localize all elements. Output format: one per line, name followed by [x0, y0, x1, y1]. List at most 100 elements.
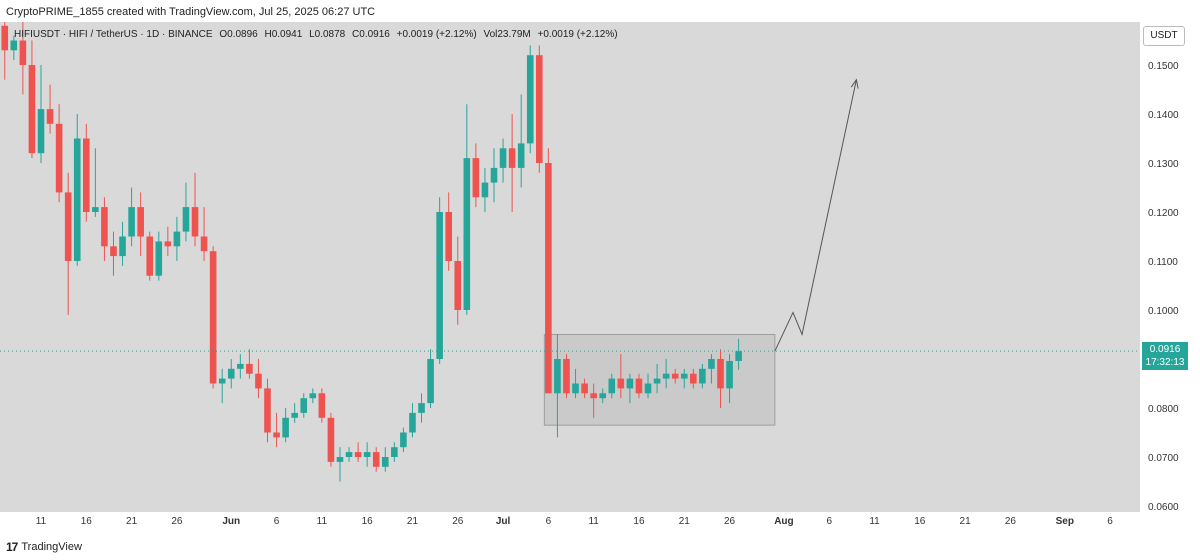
low-value: L0.0878: [309, 29, 346, 40]
candle-body: [218, 378, 226, 384]
candle-body: [463, 158, 471, 310]
symbol-label[interactable]: HIFIUSDT · HIFI / TetherUS · 1D · BINANC…: [14, 29, 213, 40]
candle-body: [536, 55, 543, 164]
candle-body: [554, 359, 561, 394]
candle-body: [191, 207, 199, 237]
candles-group: [1, 22, 859, 482]
candle-body: [227, 368, 235, 379]
candle-body: [200, 236, 208, 252]
candle-body: [617, 378, 625, 389]
candle-body: [436, 212, 443, 359]
x-tick-label: Jun: [222, 516, 240, 527]
chart-credit: CryptoPRIME_1855 created with TradingVie…: [6, 6, 376, 18]
candle-body: [28, 65, 36, 154]
candle-body: [309, 393, 317, 399]
candle-body: [10, 40, 18, 51]
last-price-tag: 0.0916 17:32:13: [1142, 342, 1188, 370]
candle-body: [599, 393, 607, 399]
candle-body: [572, 383, 579, 394]
x-tick-label: 16: [362, 516, 374, 527]
y-tick-label: 0.0800: [1148, 404, 1179, 415]
candle-body: [653, 378, 661, 384]
candle-body: [73, 138, 81, 261]
candle-body: [481, 182, 489, 198]
candle-body: [300, 398, 308, 413]
y-tick-label: 0.1500: [1148, 61, 1179, 72]
candle-body: [19, 40, 27, 65]
candle-body: [46, 109, 54, 124]
candle-body: [409, 412, 416, 433]
x-tick-label: 6: [826, 516, 832, 527]
x-tick-label: 6: [274, 516, 280, 527]
candle-body: [110, 246, 117, 257]
candle-body: [644, 383, 652, 394]
x-tick-label: 16: [81, 516, 93, 527]
candle-body: [345, 452, 353, 457]
plot-area[interactable]: [0, 22, 1140, 512]
y-tick-label: 0.1100: [1148, 257, 1178, 268]
candle-body: [626, 378, 634, 389]
footer-brand[interactable]: 17 TradingView: [6, 540, 82, 554]
x-tick-label: 11: [869, 516, 880, 527]
candle-body: [690, 373, 697, 384]
currency-unit-button[interactable]: USDT: [1143, 26, 1185, 46]
candle-body: [182, 207, 190, 232]
candle-body: [427, 359, 434, 404]
volume-change-value: +0.0019 (+2.12%): [537, 29, 618, 40]
candle-body: [83, 138, 90, 212]
candle-body: [264, 388, 271, 433]
candle-body: [445, 212, 452, 261]
y-tick-label: 0.1200: [1148, 208, 1179, 219]
candle-body: [563, 359, 570, 394]
candle-body: [327, 417, 335, 462]
x-tick-label: 11: [317, 516, 328, 527]
x-tick-label: 21: [960, 516, 972, 527]
candle-body: [318, 393, 326, 418]
x-tick-label: Sep: [1056, 516, 1074, 527]
x-tick-label: 26: [1005, 516, 1017, 527]
candle-body: [1, 25, 9, 51]
candle-body: [472, 158, 480, 198]
candle-body: [354, 452, 362, 457]
candle-body: [400, 432, 407, 448]
candle-body: [55, 123, 63, 193]
x-tick-label: 21: [126, 516, 138, 527]
candle-body: [662, 373, 670, 379]
candle-body: [173, 231, 181, 247]
candle-body: [363, 452, 371, 457]
candle-body: [418, 403, 425, 413]
candle-body: [282, 417, 289, 438]
footer-brand-label: TradingView: [21, 541, 82, 553]
projection-path: [774, 79, 857, 352]
x-tick-label: 11: [36, 516, 47, 527]
candle-body: [119, 236, 126, 257]
price-axis[interactable]: [1140, 22, 1200, 512]
candle-body: [545, 163, 552, 394]
candle-body: [680, 373, 688, 379]
x-tick-label: 6: [546, 516, 552, 527]
candle-body: [246, 363, 253, 374]
candle-body: [735, 351, 742, 361]
candle-body: [291, 412, 298, 418]
x-tick-label: 26: [724, 516, 736, 527]
candle-body: [635, 378, 643, 394]
time-axis[interactable]: [0, 512, 1200, 534]
x-tick-label: 21: [679, 516, 691, 527]
x-tick-label: 26: [452, 516, 464, 527]
candle-body: [671, 373, 679, 379]
candle-countdown: 17:32:13: [1145, 357, 1185, 368]
candle-body: [101, 207, 108, 247]
candle-body: [255, 373, 262, 389]
x-tick-label: 11: [588, 516, 599, 527]
y-tick-label: 0.1000: [1148, 306, 1179, 317]
x-tick-label: 26: [171, 516, 183, 527]
candle-body: [526, 55, 534, 144]
candle-body: [146, 236, 154, 276]
candle-body: [164, 241, 172, 247]
candle-body: [372, 452, 380, 467]
y-tick-label: 0.1300: [1148, 159, 1179, 170]
candle-body: [209, 251, 217, 384]
volume-value: Vol23.79M: [483, 29, 531, 40]
ohlc-legend: HIFIUSDT · HIFI / TetherUS · 1D · BINANC…: [14, 29, 622, 40]
